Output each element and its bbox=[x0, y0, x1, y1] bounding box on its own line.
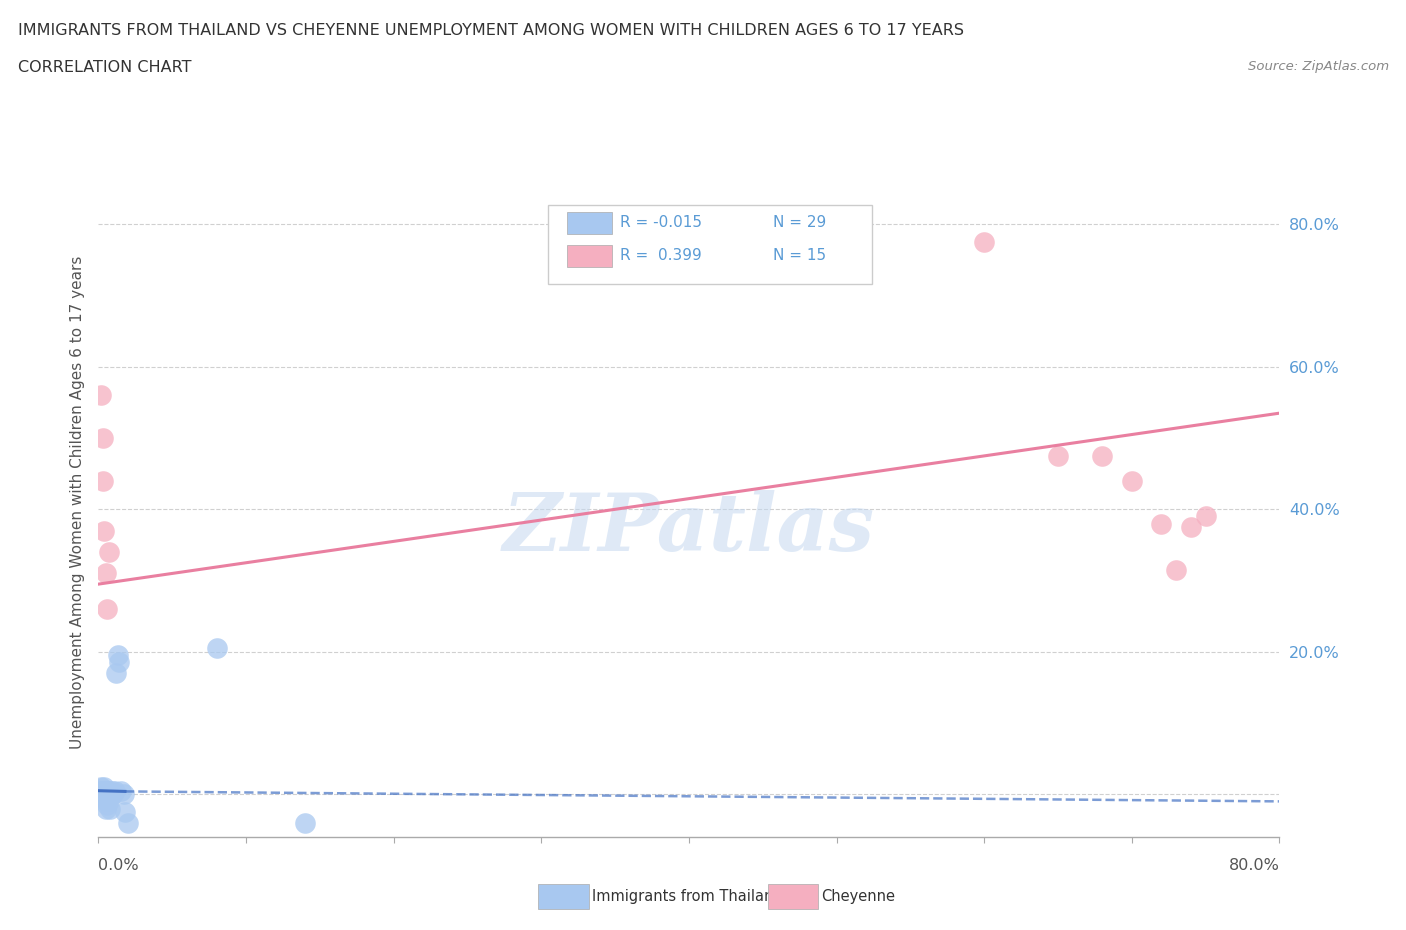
Text: IMMIGRANTS FROM THAILAND VS CHEYENNE UNEMPLOYMENT AMONG WOMEN WITH CHILDREN AGES: IMMIGRANTS FROM THAILAND VS CHEYENNE UNE… bbox=[18, 23, 965, 38]
Point bbox=[91, 431, 114, 445]
Point bbox=[96, 783, 118, 798]
Point bbox=[91, 473, 114, 488]
Y-axis label: Unemployment Among Women with Children Ages 6 to 17 years: Unemployment Among Women with Children A… bbox=[69, 256, 84, 749]
Point bbox=[1195, 509, 1218, 524]
Point bbox=[90, 783, 112, 798]
Point bbox=[1121, 473, 1143, 488]
Text: N = 15: N = 15 bbox=[773, 248, 827, 263]
Point bbox=[97, 794, 120, 809]
Point bbox=[94, 783, 117, 798]
Point bbox=[94, 566, 117, 581]
Point bbox=[98, 787, 121, 802]
Point bbox=[93, 779, 115, 794]
Point bbox=[96, 787, 118, 802]
Point bbox=[110, 783, 132, 798]
Text: Source: ZipAtlas.com: Source: ZipAtlas.com bbox=[1249, 60, 1389, 73]
Point bbox=[97, 545, 120, 560]
Text: N = 29: N = 29 bbox=[773, 215, 827, 230]
Point bbox=[1046, 448, 1069, 463]
Point bbox=[1164, 563, 1187, 578]
Point bbox=[114, 804, 136, 819]
Text: R =  0.399: R = 0.399 bbox=[620, 248, 702, 263]
Point bbox=[89, 783, 111, 798]
Point bbox=[973, 234, 995, 249]
Text: 0.0%: 0.0% bbox=[98, 857, 139, 872]
Point bbox=[294, 816, 316, 830]
Text: Cheyenne: Cheyenne bbox=[821, 889, 896, 904]
Text: 80.0%: 80.0% bbox=[1229, 857, 1279, 872]
Point bbox=[90, 779, 112, 794]
Point bbox=[100, 783, 122, 798]
Point bbox=[105, 666, 128, 681]
Point bbox=[91, 787, 114, 802]
Point bbox=[1091, 448, 1114, 463]
Point bbox=[93, 524, 115, 538]
Text: R = -0.015: R = -0.015 bbox=[620, 215, 702, 230]
Point bbox=[205, 641, 228, 656]
Point bbox=[107, 648, 129, 663]
Point bbox=[103, 787, 125, 802]
Point bbox=[96, 602, 118, 617]
Point bbox=[90, 388, 112, 403]
Point bbox=[96, 798, 118, 813]
Text: CORRELATION CHART: CORRELATION CHART bbox=[18, 60, 191, 75]
Point bbox=[94, 801, 117, 816]
Point bbox=[104, 783, 127, 798]
Point bbox=[94, 794, 117, 809]
Point bbox=[1180, 520, 1202, 535]
Point bbox=[1150, 516, 1173, 531]
Text: ZIPatlas: ZIPatlas bbox=[503, 490, 875, 567]
Point bbox=[117, 816, 139, 830]
Point bbox=[98, 801, 121, 816]
Point bbox=[97, 783, 120, 798]
Point bbox=[93, 787, 115, 802]
Point bbox=[91, 783, 114, 798]
Text: Immigrants from Thailand: Immigrants from Thailand bbox=[592, 889, 783, 904]
Point bbox=[112, 787, 135, 802]
Point bbox=[108, 655, 131, 670]
